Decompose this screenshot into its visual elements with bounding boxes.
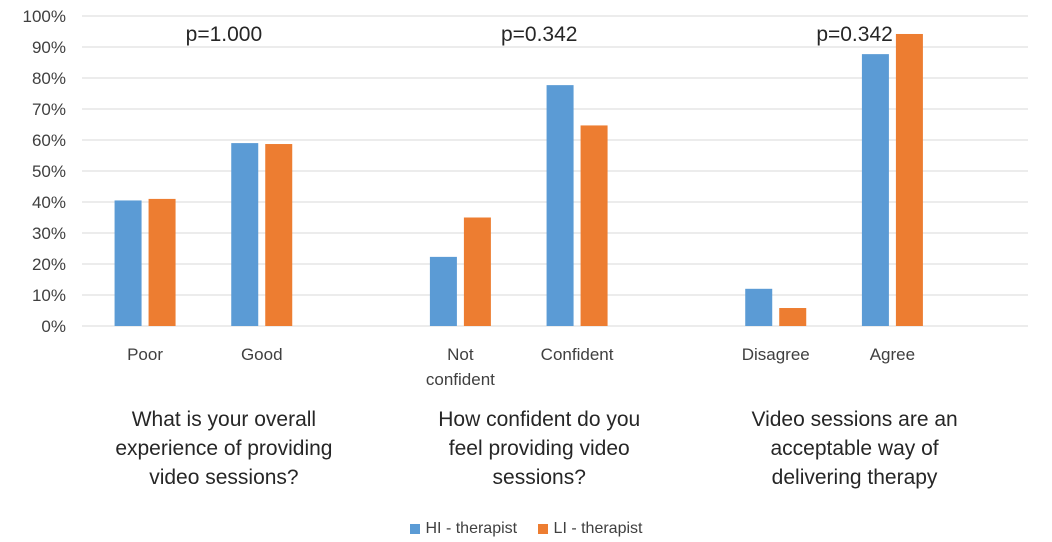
y-tick-label: 90% (32, 38, 66, 57)
y-axis-ticks: 0% 10% 20% 30% 40% 50% 60% 70% 80% 90% 100% (23, 7, 66, 336)
legend-label-hi: HI - therapist (425, 520, 518, 537)
category-label: Poor (127, 345, 163, 364)
bar-li (779, 308, 807, 326)
y-tick-label: 50% (32, 162, 66, 181)
question-label: delivering therapy (772, 466, 938, 489)
bar-li (148, 198, 176, 326)
y-tick-label: 30% (32, 224, 66, 243)
bar-li (580, 125, 608, 327)
y-tick-label: 80% (32, 69, 66, 88)
question-label: feel providing video (449, 437, 630, 460)
bar-li (265, 144, 293, 326)
bar-hi (546, 85, 574, 326)
bar-hi (429, 256, 457, 326)
y-tick-label: 70% (32, 100, 66, 119)
category-label: Not (447, 345, 474, 364)
category-label: Confident (541, 345, 614, 364)
p-value-label: p=0.342 (816, 23, 893, 46)
legend-swatch-li (537, 524, 548, 534)
category-label: Disagree (742, 345, 810, 364)
question-labels: What is your overall experience of provid… (115, 408, 957, 489)
bar-li (463, 217, 491, 326)
y-tick-label: 60% (32, 131, 66, 150)
y-tick-label: 0% (41, 317, 66, 336)
question-label: video sessions? (149, 466, 298, 489)
y-tick-label: 10% (32, 286, 66, 305)
y-tick-label: 100% (23, 7, 66, 26)
p-value-labels: p=1.000 p=0.342 p=0.342 (186, 23, 893, 46)
category-label: Good (241, 345, 283, 364)
bar-hi (745, 288, 773, 326)
question-label: experience of providing (115, 437, 332, 460)
y-tick-label: 40% (32, 193, 66, 212)
category-label: Agree (870, 345, 915, 364)
question-label: How confident do you (438, 408, 640, 431)
question-label: acceptable way of (771, 437, 939, 460)
bar-hi (114, 200, 142, 326)
legend: HI - therapist LI - therapist (0, 520, 1052, 539)
bar-li (895, 33, 923, 326)
y-tick-label: 20% (32, 255, 66, 274)
bar-hi (231, 143, 259, 326)
bars (114, 33, 923, 327)
category-label: confident (426, 370, 495, 389)
legend-item-li: LI - therapist (537, 520, 643, 538)
legend-label-li: LI - therapist (553, 520, 643, 537)
question-label: Video sessions are an (751, 408, 957, 431)
legend-item-hi: HI - therapist (409, 520, 518, 538)
category-labels: Poor Good Not confident Confident Disagree Agr… (127, 345, 915, 389)
question-label: sessions? (493, 466, 586, 489)
p-value-label: p=1.000 (186, 23, 263, 46)
p-value-label: p=0.342 (501, 23, 578, 46)
bar-hi (861, 54, 889, 326)
question-label: What is your overall (132, 408, 316, 431)
legend-swatch-hi (409, 524, 420, 534)
